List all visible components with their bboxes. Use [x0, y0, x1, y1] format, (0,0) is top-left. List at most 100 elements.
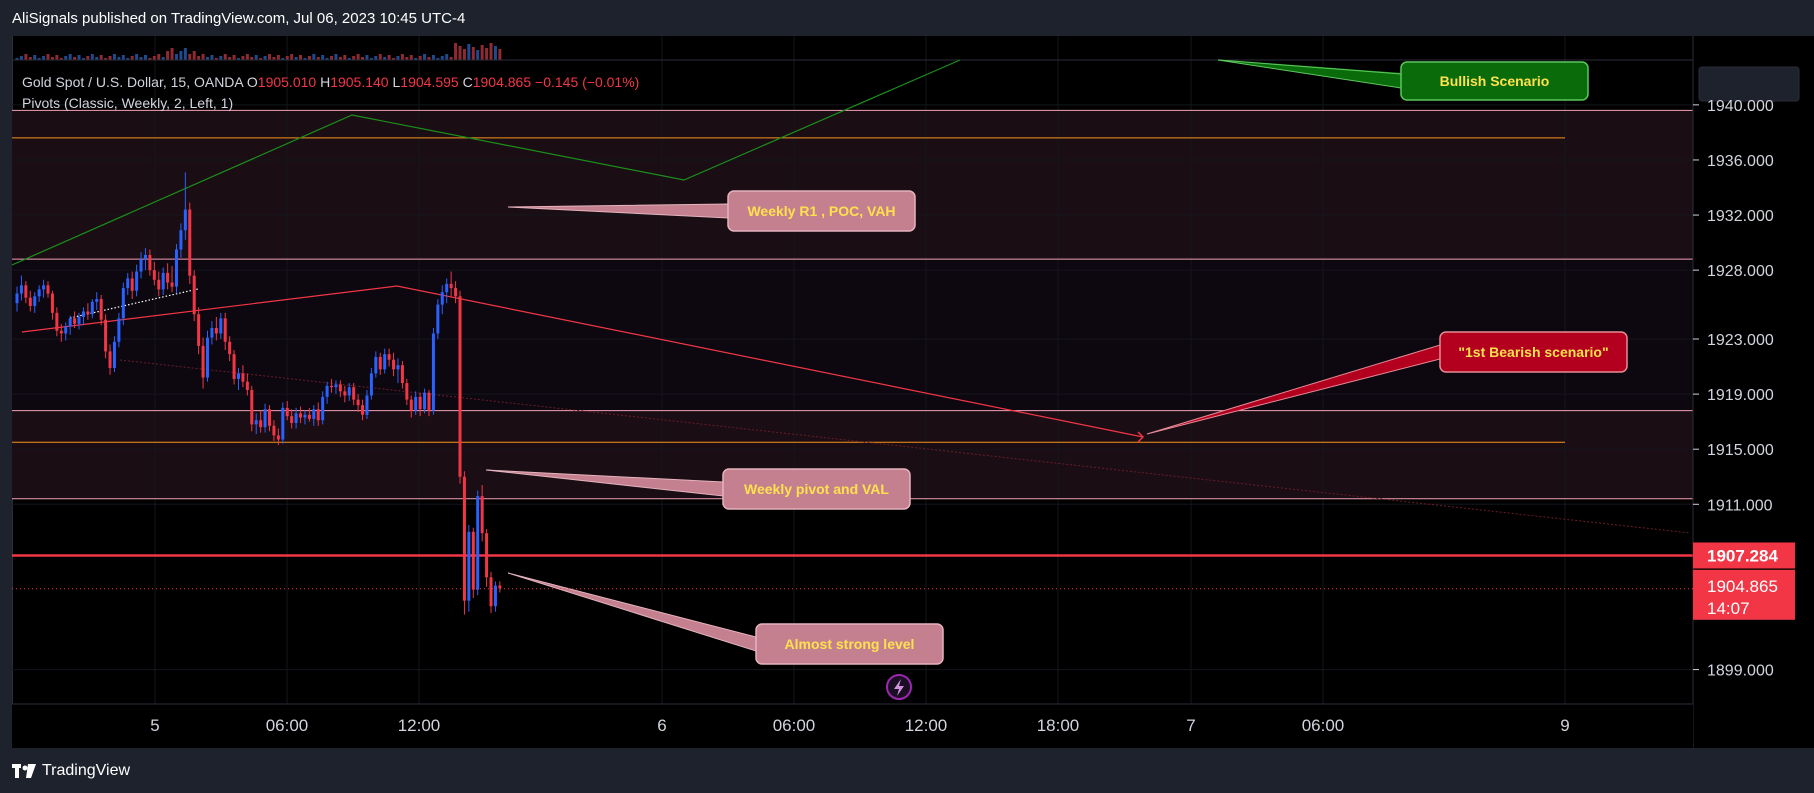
candle[interactable]	[343, 391, 347, 396]
candle[interactable]	[303, 414, 307, 418]
candle[interactable]	[498, 585, 502, 589]
candle[interactable]	[431, 333, 435, 411]
candle[interactable]	[400, 365, 404, 384]
candle[interactable]	[183, 209, 187, 231]
candle[interactable]	[462, 476, 466, 601]
candle[interactable]	[369, 373, 373, 396]
callout-bullish-box[interactable]	[1400, 61, 1589, 101]
candle[interactable]	[454, 288, 458, 297]
candle[interactable]	[112, 341, 116, 368]
candle[interactable]	[480, 496, 484, 534]
candle[interactable]	[170, 282, 174, 287]
candle[interactable]	[263, 409, 267, 428]
candle[interactable]	[383, 354, 387, 370]
candle[interactable]	[161, 272, 165, 290]
candle[interactable]	[148, 254, 152, 271]
candle[interactable]	[250, 389, 254, 425]
candle[interactable]	[489, 577, 493, 607]
candle[interactable]	[414, 396, 418, 411]
candle[interactable]	[374, 356, 378, 374]
candle[interactable]	[192, 275, 196, 315]
candle[interactable]	[64, 326, 68, 334]
candle[interactable]	[104, 319, 108, 352]
candle[interactable]	[436, 304, 440, 334]
candle[interactable]	[254, 420, 258, 425]
candle[interactable]	[237, 373, 240, 379]
candle[interactable]	[214, 327, 218, 334]
candle[interactable]	[166, 272, 170, 283]
candle[interactable]	[42, 285, 46, 290]
candle[interactable]	[19, 285, 23, 294]
candle[interactable]	[24, 285, 28, 298]
candle[interactable]	[46, 285, 50, 294]
candle[interactable]	[126, 278, 130, 289]
candle[interactable]	[68, 318, 72, 327]
candle[interactable]	[321, 396, 325, 421]
candle[interactable]	[117, 318, 121, 342]
candle[interactable]	[396, 365, 400, 370]
candle[interactable]	[157, 279, 161, 290]
candle[interactable]	[59, 330, 63, 334]
candle[interactable]	[290, 416, 294, 424]
candle[interactable]	[223, 318, 227, 342]
candle[interactable]	[143, 254, 147, 260]
candle[interactable]	[356, 399, 360, 406]
candle[interactable]	[299, 413, 303, 418]
candle[interactable]	[121, 288, 125, 319]
candle[interactable]	[493, 585, 497, 607]
candle[interactable]	[281, 407, 285, 440]
candle[interactable]	[174, 249, 178, 287]
candle[interactable]	[330, 385, 334, 388]
candle[interactable]	[108, 351, 112, 368]
candle[interactable]	[130, 278, 134, 291]
candle[interactable]	[440, 292, 444, 305]
candle[interactable]	[95, 299, 99, 302]
candle[interactable]	[276, 435, 280, 440]
candle[interactable]	[188, 209, 192, 276]
candle[interactable]	[28, 297, 32, 306]
candle[interactable]	[325, 385, 329, 397]
candle[interactable]	[33, 296, 37, 306]
candle[interactable]	[152, 270, 156, 280]
callout-weekly-r1-box[interactable]	[727, 190, 916, 232]
candle[interactable]	[228, 341, 232, 355]
candle[interactable]	[467, 531, 471, 601]
candle[interactable]	[205, 337, 209, 378]
candle[interactable]	[458, 296, 462, 477]
candle[interactable]	[427, 392, 431, 411]
candle[interactable]	[268, 409, 272, 426]
candle[interactable]	[219, 318, 223, 334]
candle[interactable]	[135, 271, 139, 291]
candle[interactable]	[445, 283, 449, 293]
candle[interactable]	[423, 392, 427, 410]
candle[interactable]	[241, 373, 245, 382]
candle[interactable]	[294, 413, 298, 424]
candle[interactable]	[471, 531, 475, 590]
candle[interactable]	[179, 230, 183, 250]
candle[interactable]	[232, 354, 236, 379]
candle[interactable]	[90, 301, 94, 315]
candle[interactable]	[77, 316, 81, 324]
candle[interactable]	[409, 399, 413, 411]
candle[interactable]	[485, 533, 489, 578]
candle[interactable]	[197, 314, 201, 346]
candle[interactable]	[387, 354, 391, 360]
price-axis-button[interactable]	[1698, 66, 1800, 102]
candle[interactable]	[307, 414, 311, 419]
callout-bearish-box[interactable]	[1439, 331, 1628, 373]
candle[interactable]	[245, 381, 249, 390]
candle[interactable]	[338, 384, 342, 392]
candle[interactable]	[347, 387, 351, 396]
candle[interactable]	[285, 407, 289, 417]
candle[interactable]	[334, 384, 338, 388]
candle[interactable]	[405, 383, 409, 400]
candle[interactable]	[378, 356, 382, 370]
candle[interactable]	[81, 311, 85, 317]
candle[interactable]	[365, 395, 369, 415]
candle[interactable]	[449, 283, 453, 289]
candle[interactable]	[259, 420, 263, 428]
candle[interactable]	[73, 318, 77, 324]
candle[interactable]	[50, 293, 54, 313]
candle[interactable]	[86, 311, 90, 315]
